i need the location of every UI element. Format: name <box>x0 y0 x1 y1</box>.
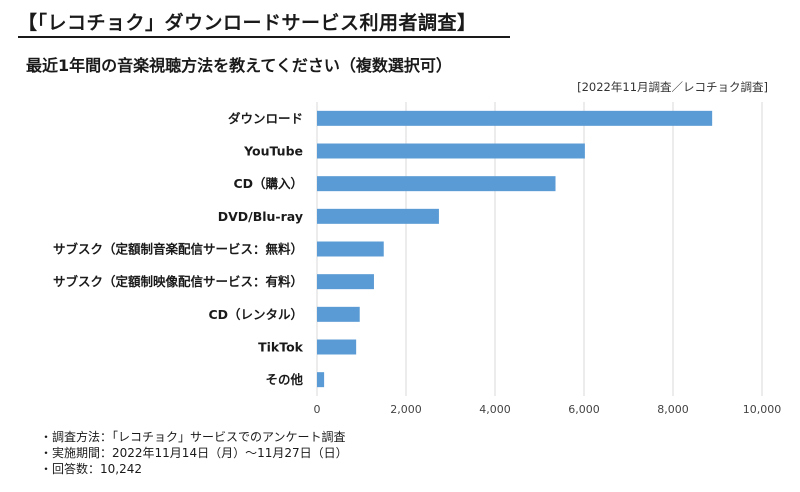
x-tick-label: 4,000 <box>479 403 511 416</box>
bar <box>317 143 585 159</box>
category-label: YouTube <box>243 144 303 159</box>
category-label: DVD/Blu-ray <box>218 209 303 224</box>
note-period: ・実施期間：2022年11月14日（月）～11月27日（日） <box>40 446 348 460</box>
chart-subtitle: 最近1年間の音楽視聴方法を教えてください（複数選択可） <box>26 56 452 75</box>
category-label: その他 <box>265 372 303 387</box>
page-title: 【「レコチョク」ダウンロードサービス利用者調査】 <box>18 12 477 34</box>
bar <box>317 372 325 388</box>
source-note: [2022年11月調査／レコチョク調査] <box>577 80 768 94</box>
x-tick-label: 8,000 <box>657 403 689 416</box>
x-tick-label: 2,000 <box>390 403 422 416</box>
title-underline <box>18 36 510 38</box>
category-label: サブスク（定額制映像配信サービス：有料） <box>53 274 303 289</box>
x-tick-label: 10,000 <box>743 403 782 416</box>
bar <box>317 241 384 257</box>
category-label: ダウンロード <box>228 111 303 126</box>
bar <box>317 274 374 290</box>
category-label: CD（購入） <box>233 176 303 191</box>
note-method: ・調査方法：「レコチョク」サービスでのアンケート調査 <box>40 430 346 444</box>
x-tick-label: 0 <box>314 403 321 416</box>
bar <box>317 306 360 322</box>
bar <box>317 110 713 126</box>
bar <box>317 176 556 192</box>
bar <box>317 339 357 355</box>
category-label: TikTok <box>258 340 304 355</box>
note-responses: ・回答数：10,242 <box>40 462 142 476</box>
bar <box>317 208 439 224</box>
survey-notes: ・調査方法：「レコチョク」サービスでのアンケート調査 ・実施期間：2022年11… <box>40 429 348 477</box>
category-label: サブスク（定額制音楽配信サービス：無料） <box>53 242 303 257</box>
x-tick-label: 6,000 <box>568 403 600 416</box>
category-label: CD（レンタル） <box>208 307 303 322</box>
